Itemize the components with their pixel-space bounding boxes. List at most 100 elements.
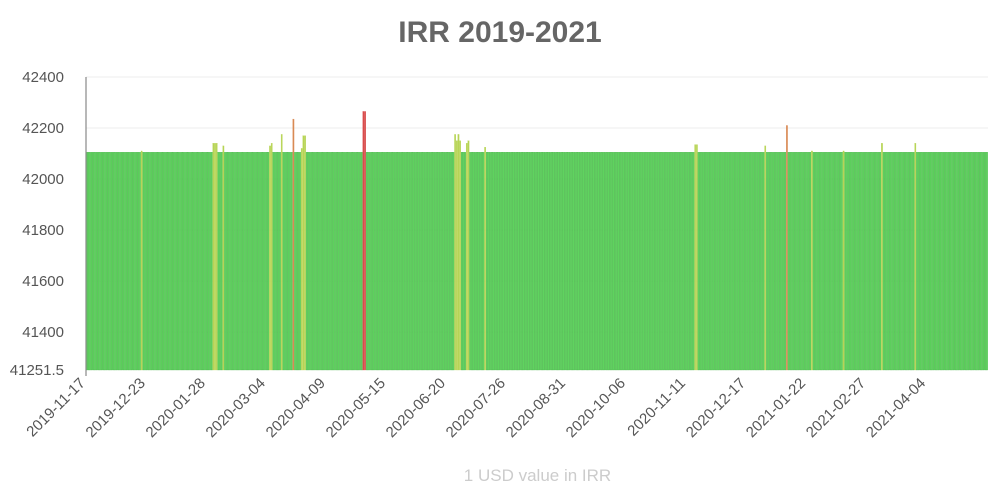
bar [429,152,431,371]
bar [127,152,130,371]
bar [182,152,185,371]
bar [210,152,213,371]
bar [279,152,281,371]
bar [269,145,271,371]
bar [289,152,291,371]
bar [812,152,815,371]
bar [122,152,125,371]
bar [609,152,612,371]
bar [362,111,365,371]
bar [742,152,745,371]
bar [794,152,797,371]
bar [322,152,325,371]
bar [931,152,933,371]
bar [99,152,101,371]
bar [392,152,395,371]
x-tick-label: 2021-04-04 [863,375,929,441]
bar [816,152,818,371]
bar [214,143,216,371]
bar [944,152,947,371]
x-tick-label: 2020-06-20 [383,375,449,441]
bar [574,152,576,371]
bar [197,152,200,371]
x-tick-label: 2019-11-17 [23,375,88,440]
bar [851,152,853,371]
bar [752,152,755,371]
bar [267,152,270,371]
bar [355,152,358,371]
bar [746,152,748,371]
bar [776,152,778,371]
bar [722,152,725,371]
bar [947,152,950,371]
bar [102,152,105,371]
bar [409,152,411,371]
bar [761,152,763,371]
bar [732,152,735,371]
bar [829,152,832,371]
x-tick-label: 2021-02-27 [803,375,869,441]
bar [799,152,802,371]
bar [420,152,423,371]
bar [150,152,153,371]
bar [257,152,260,371]
bar [344,152,346,371]
bar [826,152,828,371]
bar [694,144,697,371]
bar [831,152,833,371]
bar [571,152,573,371]
bar [909,152,912,371]
bar [312,152,315,371]
bar [932,152,935,371]
bar [556,152,558,371]
bar [354,152,356,371]
bar [444,152,446,371]
bar [634,152,637,371]
bar [339,152,341,371]
bar [716,152,718,371]
chart-title: IRR 2019-2021 [398,16,602,49]
bar [636,152,638,371]
bar [839,152,842,371]
bar [464,152,466,371]
bar [110,152,113,371]
bar [200,152,203,371]
bar [552,152,555,371]
bar [184,152,186,371]
bar [430,152,433,371]
bar [771,152,773,371]
bar [844,152,847,371]
bar [232,152,235,371]
x-tick-label: 2020-04-09 [263,375,329,441]
bar [442,152,445,371]
bar [671,152,673,371]
bar [684,152,687,371]
bar [539,152,541,371]
bar [979,152,982,371]
bar [696,144,698,371]
bar [847,152,850,371]
bar [402,152,405,371]
bar [699,152,702,371]
bar [569,152,571,371]
bar [902,152,905,371]
bar [300,148,303,371]
bar [364,111,366,371]
bar [144,152,146,371]
bar [714,152,717,371]
bar [519,152,521,371]
y-tick-label: 41400 [22,324,64,341]
bar [607,152,610,371]
bar [447,152,450,371]
bar [606,152,608,371]
bar [405,152,408,371]
bar [104,152,106,371]
bar [701,152,703,371]
bar [455,140,458,371]
bar [674,152,677,371]
bar [691,152,693,371]
bar [959,152,962,371]
bar [601,152,603,371]
bar [502,152,505,371]
